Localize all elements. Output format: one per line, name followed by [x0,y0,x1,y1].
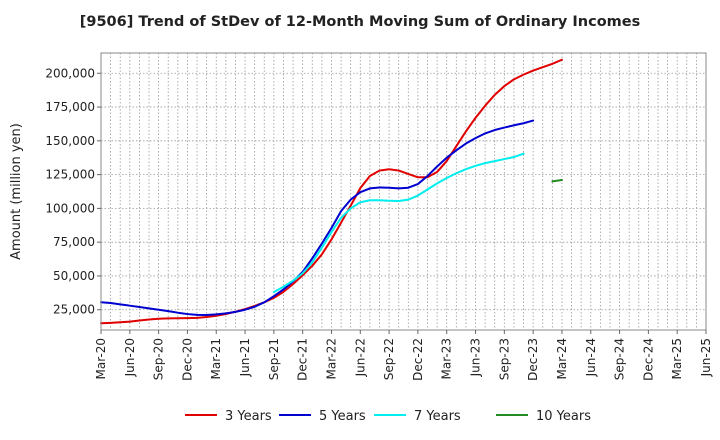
y-tick-label: 75,000 [53,235,95,249]
x-tick-label: Mar-25 [670,338,684,379]
x-axis-ticks: Mar-20 Jun-20 Sep-20 Dec-20 Mar-21 Jun-21 Sep-… [94,330,713,381]
y-tick-label: 175,000 [45,100,95,114]
series-line-5-years [100,119,535,316]
x-tick-label: Sep-22 [382,338,396,380]
series-line-7-years [272,152,525,294]
x-tick-label: Jun-20 [123,338,137,377]
y-tick-label: 125,000 [45,168,95,182]
x-tick-label: Mar-22 [324,338,338,379]
y-tick-label: 50,000 [53,269,95,283]
legend: 3 Years 5 Years 7 Years 10 Years [185,409,591,424]
plot-frame [100,52,707,331]
x-tick-label: Mar-20 [94,338,108,379]
x-tick-label: Jun-25 [699,338,713,377]
chart-title: [9506] Trend of StDev of 12-Month Moving… [79,14,641,30]
y-tick-label: 25,000 [53,303,95,317]
y-axis-ticks: 25,000 50,000 75,000 100,000 125,000 150,000 1… [45,66,101,317]
x-tick-label: Mar-21 [209,338,223,379]
series-lines [100,58,563,325]
y-tick-label: 200,000 [45,66,95,80]
x-tick-label: Sep-21 [267,338,281,380]
series-line-10-years [551,179,563,183]
x-tick-label: Jun-23 [469,338,483,377]
x-tick-label: Jun-22 [353,338,367,377]
series-line-3-years [100,58,563,325]
x-tick-label: Jun-24 [584,338,598,377]
x-tick-label: Jun-21 [238,338,252,377]
x-tick-label: Sep-20 [152,338,166,380]
x-tick-label: Sep-24 [613,338,627,380]
legend-label: 5 Years [319,409,366,424]
x-tick-label: Mar-23 [440,338,454,379]
legend-label: 7 Years [414,409,461,424]
x-tick-label: Sep-23 [497,338,511,380]
y-axis-label: Amount (million yen) [9,123,24,260]
x-tick-label: Dec-21 [296,338,310,381]
legend-label: 3 Years [225,409,272,424]
x-tick-label: Dec-24 [641,338,655,381]
y-tick-label: 150,000 [45,134,95,148]
grid [101,53,706,330]
x-tick-label: Mar-24 [555,338,569,379]
x-tick-label: Dec-22 [411,338,425,381]
y-tick-label: 100,000 [45,201,95,215]
x-tick-label: Dec-20 [180,338,194,381]
legend-label: 10 Years [536,409,591,424]
x-tick-label: Dec-23 [526,338,540,381]
